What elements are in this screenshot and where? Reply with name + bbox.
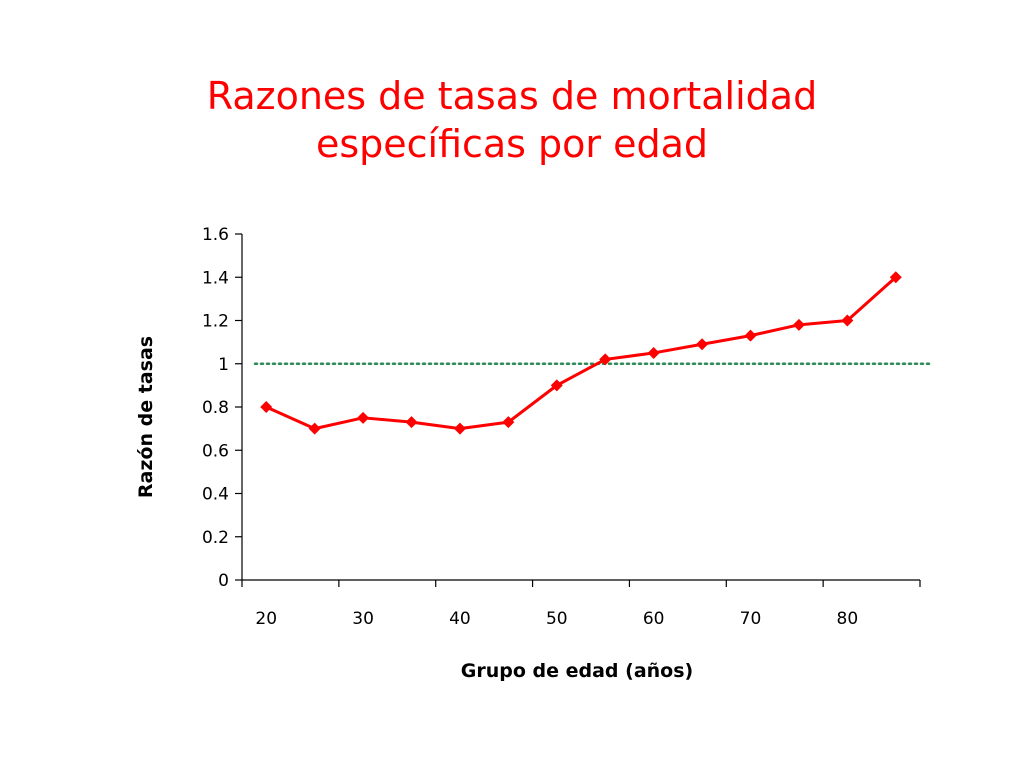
data-point-marker [357,411,370,424]
data-point-marker [744,329,757,342]
x-tick-label: 80 [837,609,859,629]
y-axis: 0 0.2 0.4 0.6 0.8 1 1.2 1.4 1.6 [202,225,243,591]
y-tick-label: 0.4 [202,485,229,505]
data-point-marker [792,318,805,331]
data-point-marker [453,422,466,435]
x-tick-label: 40 [449,609,471,629]
data-point-marker [696,338,709,351]
data-point-marker [550,379,563,392]
y-tick-label: 1.2 [202,312,229,332]
x-axis: 20 30 40 50 60 70 80 [241,579,921,629]
y-tick-label: 0.6 [202,441,229,461]
series-group [260,271,902,435]
y-tick-label: 0.2 [202,528,229,548]
data-point-marker [260,401,273,413]
y-tick-label: 1.4 [202,268,229,288]
slide-title-line-2: específicas por edad [315,122,709,166]
data-point-marker [841,314,854,327]
data-point-marker [599,353,612,366]
x-axis-title: Grupo de edad (años) [461,660,693,682]
x-tick-label: 70 [740,609,762,629]
slide-title: Razones de tasas de mortalidad específic… [0,72,1024,168]
data-point-marker [405,416,418,429]
y-axis-title: Razón de tasas [135,336,157,498]
data-point-marker [502,416,515,429]
y-tick-label: 1.6 [202,225,229,245]
x-tick-label: 30 [352,609,374,629]
slide-title-line-1: Razones de tasas de mortalidad [206,74,818,118]
x-tick-label: 50 [546,609,568,629]
x-tick-label: 60 [643,609,665,629]
data-point-marker [889,271,902,284]
x-tick-label: 20 [255,609,277,629]
y-tick-label: 1 [218,355,229,375]
series-line [265,276,897,431]
data-point-marker [647,346,660,359]
data-point-marker [308,422,321,435]
y-tick-label: 0 [218,571,229,591]
y-tick-label: 0.8 [202,398,229,418]
